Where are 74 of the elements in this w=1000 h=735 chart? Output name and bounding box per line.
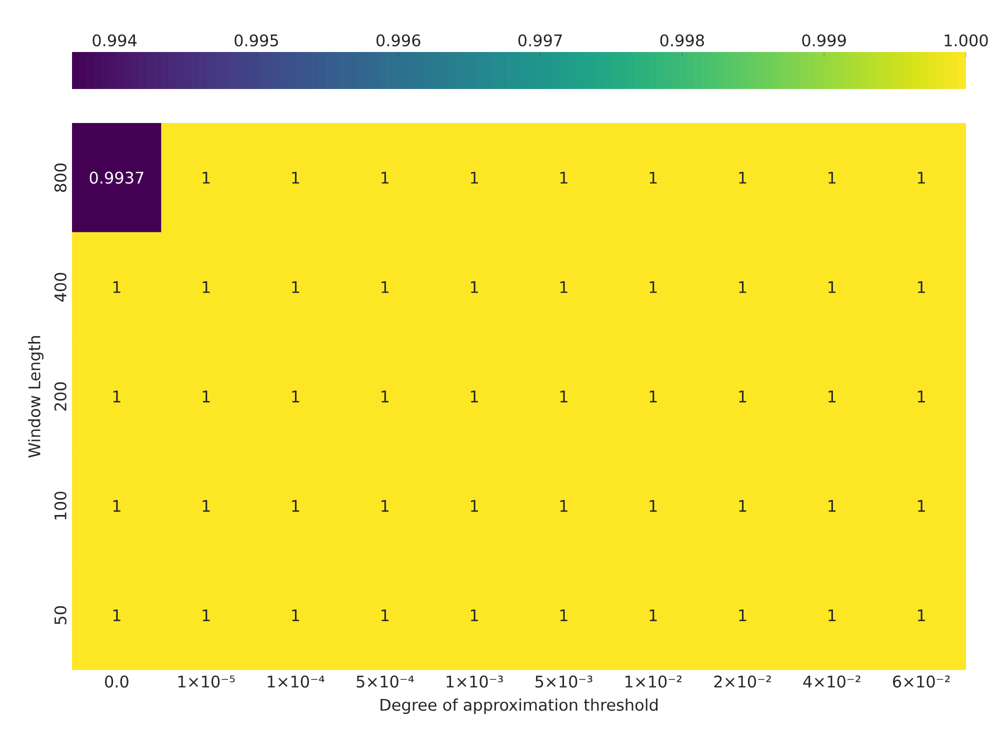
data-label: 1	[650, 609, 657, 622]
data-label: 1	[382, 609, 389, 622]
data-label: 1	[202, 609, 210, 622]
data-label: 1	[650, 172, 657, 184]
data-label: 1	[470, 172, 478, 184]
x-tick-label: 2×10⁻²	[714, 676, 771, 688]
data-label: 1	[739, 500, 746, 512]
data-label: 1	[202, 390, 210, 402]
data-label: 1	[382, 500, 389, 512]
data-label: 1	[292, 390, 300, 402]
data-label: 1	[292, 609, 300, 622]
data-label: 1	[113, 609, 120, 622]
data-label: 1	[828, 390, 836, 402]
data-label: 1	[918, 281, 925, 293]
data-label: 1	[828, 172, 836, 184]
data-label: 1	[650, 500, 657, 512]
x-tick-label: 4×10⁻²	[803, 676, 860, 688]
data-label: 1	[382, 390, 389, 402]
x-axis-title: Degree of approximation threshold	[380, 698, 658, 714]
data-label: 0.9937	[90, 172, 144, 184]
y-tick-label: 200	[54, 382, 66, 411]
data-label: 1	[292, 281, 300, 293]
data-label: 1	[739, 172, 746, 184]
x-tick-label: 1×10⁻⁵	[178, 676, 235, 688]
data-label: 1	[918, 500, 925, 512]
x-tick-label: 1×10⁻⁴	[268, 676, 324, 688]
data-label: 1	[202, 500, 210, 512]
data-label: 1	[650, 281, 657, 293]
data-label: 1	[560, 390, 568, 402]
data-label: 1	[202, 172, 210, 184]
x-tick-label: 1×10⁻³	[446, 676, 503, 688]
color-bar-label: 0.996	[376, 34, 420, 46]
data-label: 1	[113, 390, 120, 402]
data-label: 1	[560, 281, 568, 293]
data-label: 1	[918, 609, 925, 622]
data-label: 1	[202, 281, 210, 293]
data-label: 1	[382, 281, 389, 293]
y-tick-label: 400	[54, 272, 66, 302]
color-bar-label: 0.999	[802, 34, 846, 46]
color-bar-label: 0.994	[92, 34, 137, 46]
data-label: 1	[292, 172, 300, 184]
data-label: 1	[560, 500, 568, 512]
color-bar-label: 0.995	[234, 34, 278, 46]
y-tick-label: 50	[54, 606, 66, 624]
data-label: 1	[470, 390, 478, 402]
data-label: 1	[650, 390, 657, 402]
x-tick-label: 0.0	[105, 676, 128, 688]
data-label: 1	[382, 172, 389, 184]
color-bar-label: 0.998	[660, 34, 704, 46]
data-label: 1	[113, 500, 120, 512]
y-axis-title: Window Length	[28, 336, 44, 458]
y-tick-label: 100	[54, 492, 66, 520]
x-tick-label: 1×10⁻²	[625, 676, 682, 688]
data-label: 1	[918, 172, 925, 184]
data-label: 1	[918, 390, 925, 402]
data-label: 1	[739, 281, 746, 293]
data-label: 1	[828, 500, 836, 512]
y-tick-label: 800	[54, 164, 66, 192]
x-tick-label: 6×10⁻²	[893, 676, 950, 688]
data-label: 1	[828, 281, 836, 293]
x-tick-label: 5×10⁻³	[536, 676, 592, 688]
data-label: 1	[560, 609, 568, 622]
x-tick-label: 5×10⁻⁴	[356, 676, 414, 688]
data-label: 1	[292, 500, 300, 512]
data-label: 1	[560, 172, 568, 184]
color-bar-label: 1.000	[944, 34, 988, 46]
data-label: 1	[470, 281, 478, 293]
data-label: 1	[470, 500, 478, 512]
data-label: 1	[828, 609, 836, 622]
data-label: 1	[113, 281, 120, 293]
data-label: 1	[739, 609, 746, 622]
data-label: 1	[470, 609, 478, 622]
data-label: 1	[739, 390, 746, 402]
color-bar-label: 0.997	[518, 34, 562, 46]
